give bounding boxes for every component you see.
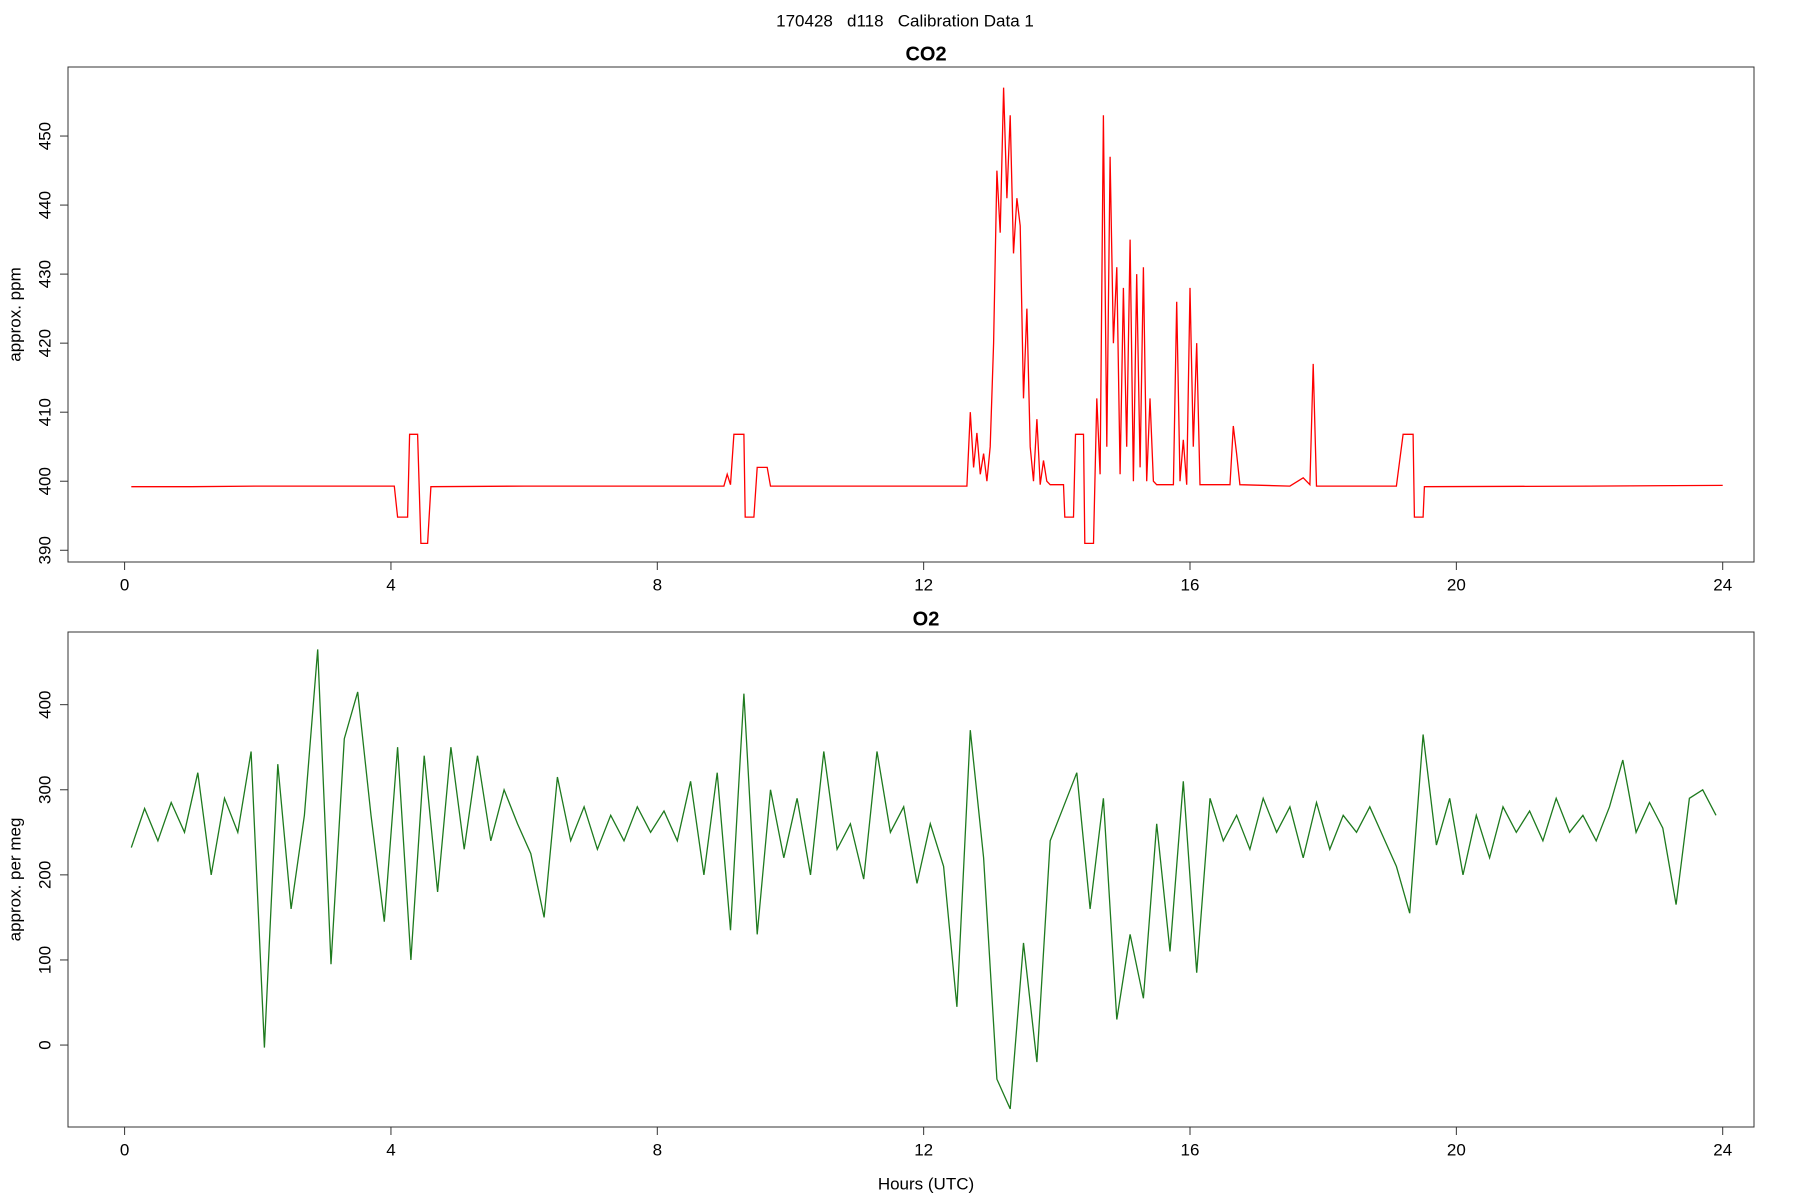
plot-frame (67, 631, 1755, 1128)
x-axis-label: Hours (UTC) (878, 1174, 974, 1193)
x-tick-label: 4 (386, 1140, 395, 1159)
x-tick-label: 24 (1713, 575, 1732, 594)
x-tick-label: 16 (1181, 575, 1200, 594)
x-tick-label: 8 (653, 575, 662, 594)
y-tick-label: 410 (35, 398, 54, 426)
y-tick-label: 200 (35, 861, 54, 889)
y-tick-label: 0 (35, 1040, 54, 1049)
y-tick-label: 100 (35, 946, 54, 974)
y-tick-label: 440 (35, 191, 54, 219)
y-tick-label: 450 (35, 122, 54, 150)
x-tick-label: 0 (120, 1140, 129, 1159)
x-tick-label: 20 (1447, 575, 1466, 594)
x-tick-label: 12 (914, 1140, 933, 1159)
chart-title: CO2 (905, 43, 946, 65)
x-tick-label: 0 (120, 575, 129, 594)
y-tick-label: 400 (35, 690, 54, 718)
x-tick-label: 8 (653, 1140, 662, 1159)
chart-title: O2 (913, 608, 940, 630)
x-tick-label: 4 (386, 575, 395, 594)
y-axis-label: approx. per meg (5, 818, 24, 942)
figure-title: 170428 d118 Calibration Data 1 (776, 11, 1034, 30)
y-tick-label: 420 (35, 329, 54, 357)
y-tick-label: 390 (35, 536, 54, 564)
y-tick-label: 400 (35, 467, 54, 495)
x-tick-label: 24 (1713, 1140, 1732, 1159)
x-tick-label: 16 (1181, 1140, 1200, 1159)
y-tick-label: 300 (35, 776, 54, 804)
y-tick-label: 430 (35, 260, 54, 288)
data-line (130, 649, 1717, 1110)
plot-frame (67, 66, 1755, 563)
x-tick-label: 12 (914, 575, 933, 594)
data-line (131, 87, 1723, 545)
x-tick-label: 20 (1447, 1140, 1466, 1159)
y-axis-label: approx. ppm (5, 267, 24, 362)
